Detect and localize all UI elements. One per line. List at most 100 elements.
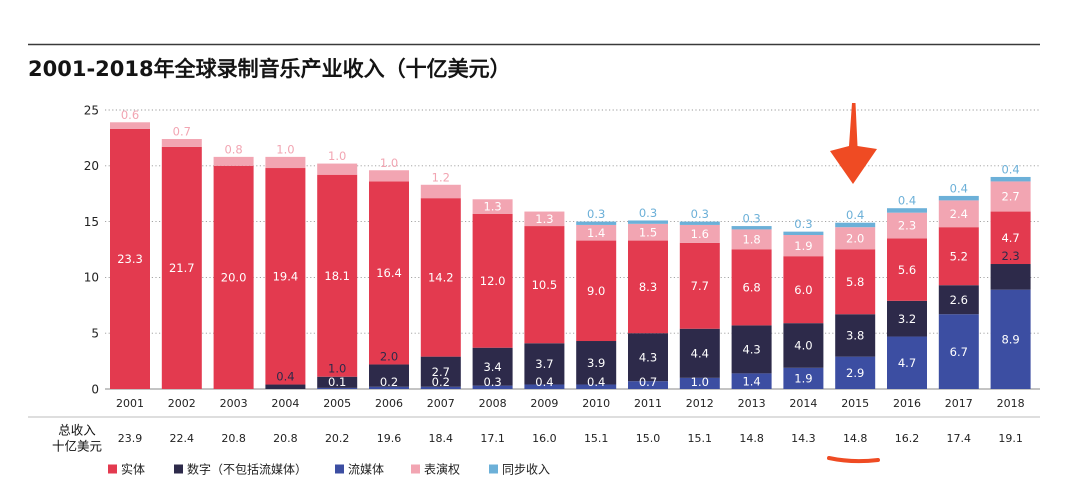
value-label-digital: 2.7 [432, 365, 450, 379]
value-label-sync: 0.4 [846, 208, 864, 222]
bar-performance-2008 [472, 199, 513, 214]
bar-physical-2003 [213, 165, 254, 389]
x-tick-label: 2013 [738, 397, 766, 410]
value-label-performance: 1.0 [276, 142, 294, 156]
value-label-performance: 2.7 [1001, 190, 1019, 204]
value-label-performance: 2.0 [846, 232, 864, 246]
bar-streaming-2016 [887, 336, 927, 389]
bar-streaming-2007 [420, 386, 461, 389]
y-tick-label: 20 [84, 159, 99, 173]
bar-performance-2004 [265, 156, 306, 169]
value-label-performance: 1.0 [380, 156, 398, 170]
value-label-physical: 16.4 [376, 266, 402, 280]
y-tick-label: 25 [84, 103, 99, 117]
bar-performance-2001 [110, 122, 150, 129]
bars [110, 122, 1031, 390]
total-value: 14.8 [739, 432, 764, 445]
bar-sync-2016 [887, 208, 927, 213]
value-label-sync: 0.4 [898, 194, 916, 208]
bar-physical-2010 [576, 240, 617, 342]
value-label-digital: 3.4 [483, 360, 501, 374]
total-value: 22.4 [170, 432, 195, 445]
bar-digital-2005 [317, 376, 358, 388]
bar-digital-2018 [990, 264, 1031, 290]
value-label-physical: 20.0 [221, 271, 247, 285]
bar-performance-2016 [887, 212, 927, 239]
value-label-streaming: 0.3 [483, 375, 501, 389]
value-label-sync: 0.4 [950, 181, 968, 195]
x-tick-label: 2008 [479, 397, 507, 410]
legend-label: 数字（不包括流媒体） [187, 462, 307, 477]
bar-performance-2010 [576, 224, 617, 241]
total-value: 19.1 [998, 432, 1023, 445]
total-value: 15.0 [636, 432, 661, 445]
value-label-digital: 4.0 [794, 339, 812, 353]
bar-performance-2015 [835, 227, 876, 250]
total-value: 20.2 [325, 432, 350, 445]
bar-digital-2016 [887, 300, 927, 337]
bar-physical-2012 [679, 242, 720, 329]
value-labels: 23.30.621.70.720.00.80.419.41.00.11.018.… [117, 108, 1020, 389]
value-label-digital: 2.6 [950, 293, 968, 307]
total-value: 16.2 [895, 432, 920, 445]
bar-physical-2008 [472, 213, 513, 348]
value-label-physical: 6.0 [794, 283, 812, 297]
value-label-digital: 3.9 [587, 356, 605, 370]
bar-performance-2005 [317, 163, 358, 175]
total-value: 18.4 [429, 432, 454, 445]
value-label-streaming: 0.4 [587, 375, 605, 389]
value-label-sync: 0.3 [639, 206, 657, 220]
bar-sync-2017 [938, 195, 979, 201]
bar-performance-2013 [731, 229, 772, 250]
totals-label-line2: 十亿美元 [52, 439, 102, 454]
bar-digital-2013 [731, 325, 772, 374]
legend-swatch [335, 464, 344, 474]
value-label-performance: 0.8 [224, 142, 242, 156]
y-tick-label: 15 [84, 215, 99, 229]
value-label-performance: 1.8 [742, 233, 760, 247]
value-label-digital: 4.3 [742, 343, 760, 357]
value-label-digital: 3.8 [846, 329, 864, 343]
bar-physical-2004 [265, 168, 306, 385]
x-tick-label: 2001 [116, 397, 144, 410]
bar-streaming-2017 [938, 314, 979, 389]
value-label-streaming: 0.2 [432, 375, 450, 389]
value-label-streaming: 4.7 [898, 356, 916, 370]
value-label-streaming: 0.4 [535, 375, 553, 389]
bar-performance-2012 [679, 224, 720, 243]
x-tick-label: 2004 [271, 397, 299, 410]
bar-performance-2003 [213, 156, 254, 166]
bar-performance-2011 [628, 223, 668, 241]
value-label-streaming: 2.9 [846, 366, 864, 380]
value-label-digital: 0.4 [276, 370, 294, 384]
bar-streaming-2018 [990, 289, 1031, 389]
legend-swatch [489, 464, 498, 474]
bar-digital-2012 [679, 328, 720, 378]
bar-physical-2017 [938, 227, 979, 286]
annotation-arrow [830, 103, 877, 184]
bar-sync-2010 [576, 221, 617, 225]
bar-sync-2012 [679, 221, 720, 225]
bar-digital-2009 [524, 343, 565, 385]
bar-streaming-2006 [369, 386, 409, 389]
value-label-physical: 21.7 [169, 261, 195, 275]
legend-label: 同步收入 [502, 463, 550, 477]
totals-label-line1: 总收入 [58, 423, 96, 438]
bar-physical-2005 [317, 174, 358, 377]
bar-streaming-2014 [783, 367, 824, 389]
x-tick-label: 2014 [789, 397, 817, 410]
bar-sync-2011 [628, 220, 668, 224]
bar-sync-2013 [731, 226, 772, 230]
value-label-streaming: 1.0 [691, 375, 709, 389]
total-value: 20.8 [221, 432, 246, 445]
value-label-sync: 0.3 [742, 212, 760, 226]
total-value: 17.1 [480, 432, 505, 445]
x-tick-label: 2003 [220, 397, 248, 410]
bar-performance-2007 [420, 184, 461, 199]
bar-performance-2018 [990, 181, 1031, 212]
x-tick-label: 2016 [893, 397, 921, 410]
value-label-digital: 4.3 [639, 350, 657, 364]
bar-sync-2018 [990, 176, 1031, 182]
bar-performance-2017 [938, 200, 979, 228]
bar-streaming-2005 [317, 387, 358, 389]
